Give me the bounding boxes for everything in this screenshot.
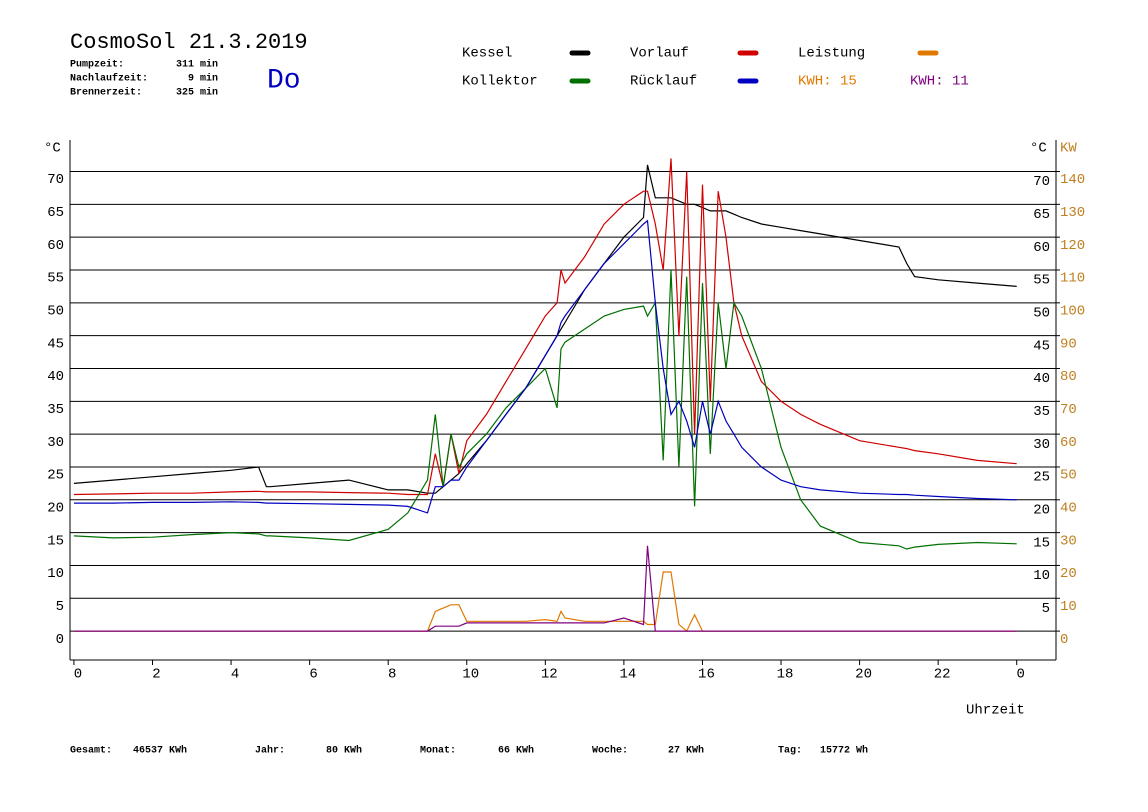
y-tick-label-right: 40 — [1033, 371, 1050, 387]
legend-label: Rücklauf — [630, 74, 697, 90]
series-line — [73, 269, 1017, 550]
y-tick-label-right: 50 — [1033, 306, 1050, 322]
y-tick-label-right: 30 — [1033, 437, 1050, 453]
kwh-label: KWH: 15 — [798, 74, 857, 90]
y2-tick-label: 90 — [1060, 336, 1077, 352]
footer-value: 80 KWh — [326, 745, 362, 757]
y-tick-label: 30 — [47, 435, 64, 451]
y2-tick-label: 60 — [1060, 435, 1077, 451]
y2-tick-label: 30 — [1060, 533, 1077, 549]
x-tick-label: 16 — [698, 667, 715, 683]
y-tick-label-right: 35 — [1033, 404, 1050, 420]
y-tick-label: 70 — [47, 172, 64, 188]
footer-value: 27 KWh — [668, 745, 704, 757]
y2-tick-label: 100 — [1060, 304, 1085, 320]
footer-label: Tag: — [778, 746, 802, 757]
y2-tick-label: 0 — [1060, 632, 1068, 648]
x-tick-label: 10 — [462, 667, 479, 683]
y-tick-label-right: 20 — [1033, 503, 1050, 519]
y-unit-right: °C — [1030, 141, 1047, 157]
y-tick-label: 40 — [47, 369, 64, 385]
footer-label: Jahr: — [255, 745, 285, 757]
y-tick-label: 55 — [47, 271, 64, 287]
series-line — [73, 571, 1017, 633]
y-tick-label-right: 15 — [1033, 535, 1050, 551]
footer-value: 15772 Wh — [820, 745, 868, 757]
x-tick-label: 18 — [777, 667, 794, 683]
info-label: Pumpzeit: — [70, 59, 124, 71]
y-tick-label-right: 10 — [1033, 568, 1050, 584]
x-tick-label: 12 — [541, 667, 558, 683]
x-tick-label: 0 — [74, 667, 82, 683]
kwh-label: KWH: 11 — [910, 74, 969, 90]
chart-title: CosmoSol 21.3.2019 — [70, 30, 308, 55]
legend-label: Kollektor — [462, 74, 538, 90]
x-axis-label: Uhrzeit — [966, 703, 1025, 719]
y-tick-label-right: 45 — [1033, 338, 1050, 354]
y-tick-label: 0 — [56, 632, 64, 648]
x-tick-label: 0 — [1017, 667, 1025, 683]
info-label: Nachlaufzeit: — [70, 73, 148, 85]
info-value: 325 min — [176, 87, 218, 99]
x-tick-label: 8 — [388, 667, 396, 683]
y2-tick-label: 120 — [1060, 238, 1085, 254]
y2-tick-label: 80 — [1060, 369, 1077, 385]
x-tick-label: 6 — [309, 667, 317, 683]
info-label: Brennerzeit: — [70, 87, 142, 99]
legend-label: Leistung — [798, 46, 865, 62]
y-tick-label: 45 — [47, 336, 64, 352]
y2-tick-label: 70 — [1060, 402, 1077, 418]
y-tick-label-right: 25 — [1033, 470, 1050, 486]
y2-tick-label: 40 — [1060, 501, 1077, 517]
y-tick-label-right: 65 — [1033, 207, 1050, 223]
footer-label: Gesamt: — [70, 746, 112, 757]
y-tick-label: 15 — [47, 533, 64, 549]
y-tick-label: 20 — [47, 501, 64, 517]
info-value: 311 min — [176, 59, 218, 71]
series-line — [73, 164, 1017, 494]
y2-tick-label: 110 — [1060, 271, 1085, 287]
series-line — [73, 158, 1017, 496]
info-value: 9 min — [188, 73, 218, 85]
y-tick-label: 35 — [47, 402, 64, 418]
y-tick-label: 50 — [47, 304, 64, 320]
y2-tick-label: 140 — [1060, 172, 1085, 188]
footer-value: 46537 KWh — [133, 745, 187, 757]
y-tick-label: 5 — [56, 599, 64, 615]
y-tick-label-right: 60 — [1033, 240, 1050, 256]
footer-label: Woche: — [592, 745, 628, 757]
y-tick-label-right: 55 — [1033, 273, 1050, 289]
y2-tick-label: 50 — [1060, 468, 1077, 484]
y2-tick-label: 10 — [1060, 599, 1077, 615]
legend-label: Vorlauf — [630, 46, 689, 62]
footer-value: 66 KWh — [498, 745, 534, 757]
y2-unit: KW — [1060, 141, 1077, 157]
y-unit: °C — [44, 141, 61, 157]
x-tick-label: 22 — [934, 667, 951, 683]
day: Do — [267, 65, 301, 96]
y-tick-label: 60 — [47, 238, 64, 254]
x-tick-label: 2 — [152, 667, 160, 683]
y-tick-label: 65 — [47, 205, 64, 221]
y-tick-label: 10 — [47, 566, 64, 582]
y-tick-label-right: 70 — [1033, 174, 1050, 190]
legend-label: Kessel — [462, 46, 512, 62]
y-tick-label-right: 5 — [1042, 601, 1050, 617]
series-line — [73, 219, 1017, 514]
y2-tick-label: 20 — [1060, 566, 1077, 582]
series-line — [73, 545, 1017, 632]
y-tick-label: 25 — [47, 468, 64, 484]
x-tick-label: 14 — [619, 667, 636, 683]
x-tick-label: 4 — [231, 667, 239, 683]
x-tick-label: 20 — [855, 667, 872, 683]
footer-label: Monat: — [420, 746, 456, 757]
y2-tick-label: 130 — [1060, 205, 1085, 221]
